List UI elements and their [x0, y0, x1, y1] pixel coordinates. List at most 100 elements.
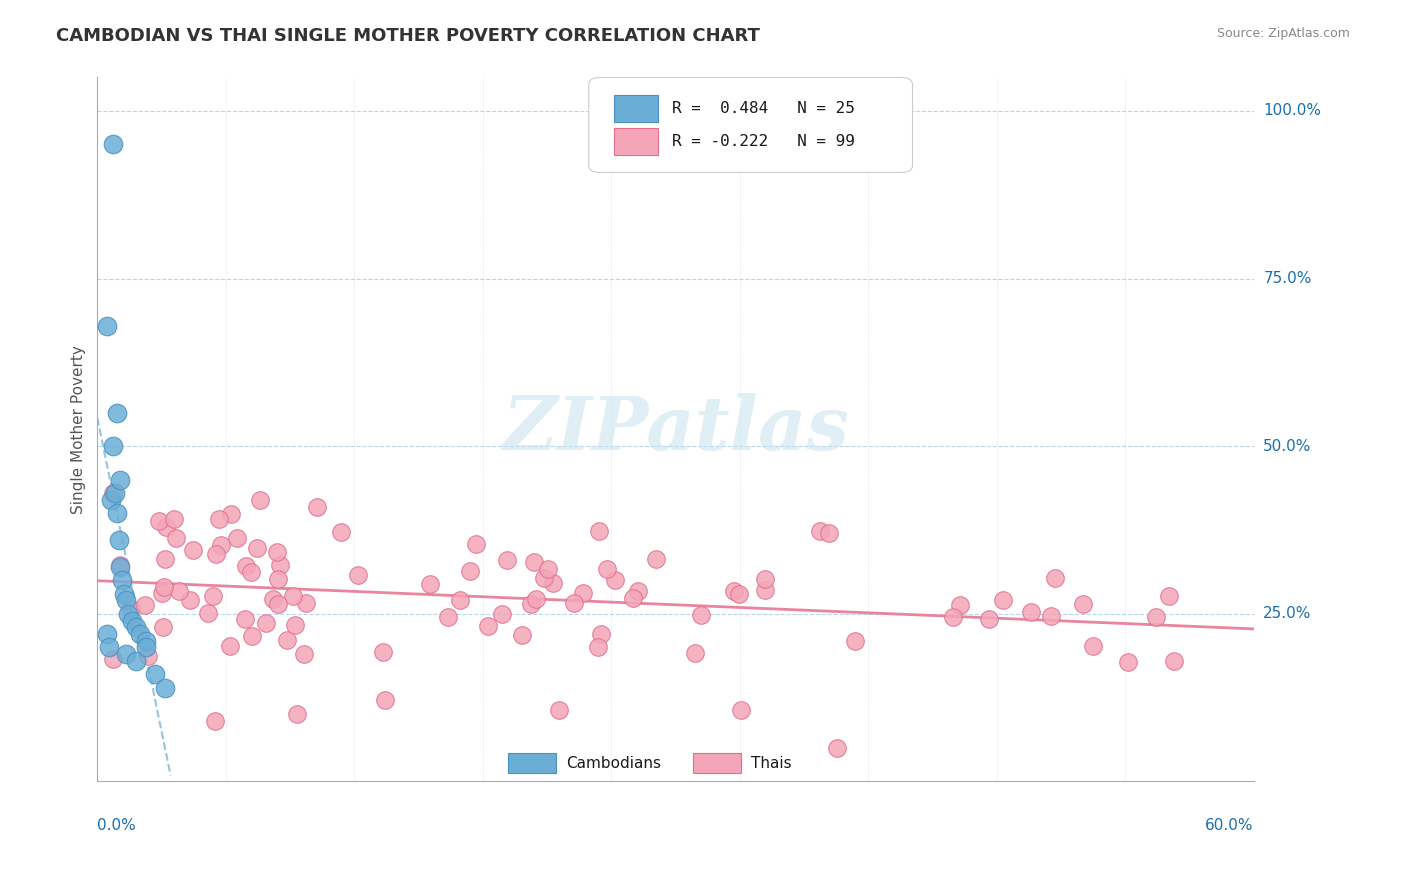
Point	[536, 562, 558, 576]
Text: CAMBODIAN VS THAI SINGLE MOTHER POVERTY CORRELATION CHART: CAMBODIAN VS THAI SINGLE MOTHER POVERTY …	[56, 27, 761, 45]
Text: 75.0%: 75.0%	[1263, 271, 1312, 286]
Point	[197, 606, 219, 620]
Point	[1071, 597, 1094, 611]
Point	[562, 596, 585, 610]
Point	[104, 486, 127, 500]
Point	[121, 614, 143, 628]
Point	[110, 473, 132, 487]
Point	[1043, 571, 1066, 585]
Point	[110, 560, 132, 574]
Point	[143, 667, 166, 681]
Point	[120, 602, 142, 616]
Point	[645, 552, 668, 566]
Text: R = -0.222   N = 99: R = -0.222 N = 99	[672, 134, 855, 149]
Text: 100.0%: 100.0%	[1263, 103, 1322, 119]
Point	[233, 612, 256, 626]
Point	[621, 591, 644, 606]
Point	[588, 640, 610, 654]
Point	[541, 576, 564, 591]
Point	[112, 587, 135, 601]
Point	[993, 592, 1015, 607]
Point	[603, 573, 626, 587]
Point	[548, 703, 571, 717]
Point	[588, 524, 610, 539]
Point	[269, 558, 291, 573]
Text: Source: ZipAtlas.com: Source: ZipAtlas.com	[1216, 27, 1350, 40]
Point	[148, 514, 170, 528]
Point	[108, 558, 131, 573]
Point	[201, 589, 224, 603]
FancyBboxPatch shape	[589, 78, 912, 172]
Point	[524, 591, 547, 606]
Point	[266, 545, 288, 559]
Point	[219, 507, 242, 521]
Point	[163, 512, 186, 526]
Point	[523, 555, 546, 569]
Point	[96, 627, 118, 641]
Point	[218, 639, 240, 653]
Point	[153, 552, 176, 566]
Point	[96, 318, 118, 333]
FancyBboxPatch shape	[508, 753, 557, 773]
Point	[138, 649, 160, 664]
Point	[105, 506, 128, 520]
Point	[727, 586, 749, 600]
Point	[808, 524, 831, 538]
Point	[374, 693, 396, 707]
Text: 25.0%: 25.0%	[1263, 607, 1312, 622]
Text: Thais: Thais	[751, 756, 792, 771]
Point	[723, 583, 745, 598]
Point	[267, 572, 290, 586]
Point	[97, 640, 120, 655]
Point	[591, 627, 613, 641]
Point	[495, 553, 517, 567]
Point	[825, 740, 848, 755]
Point	[754, 582, 776, 597]
Point	[460, 564, 482, 578]
Text: 50.0%: 50.0%	[1263, 439, 1312, 454]
Point	[690, 607, 713, 622]
FancyBboxPatch shape	[614, 95, 658, 122]
Point	[111, 574, 134, 588]
Point	[307, 500, 329, 514]
Point	[125, 620, 148, 634]
Point	[627, 584, 650, 599]
Point	[101, 137, 124, 152]
Point	[285, 707, 308, 722]
Point	[949, 599, 972, 613]
Point	[103, 486, 125, 500]
Point	[150, 585, 173, 599]
Point	[977, 612, 1000, 626]
Point	[419, 577, 441, 591]
Point	[477, 619, 499, 633]
Point	[1081, 639, 1104, 653]
Point	[152, 620, 174, 634]
Point	[125, 654, 148, 668]
Point	[153, 580, 176, 594]
FancyBboxPatch shape	[614, 128, 658, 155]
Point	[730, 703, 752, 717]
Point	[346, 567, 368, 582]
Point	[179, 593, 201, 607]
Point	[510, 628, 533, 642]
Point	[101, 439, 124, 453]
Point	[572, 586, 595, 600]
Point	[1163, 653, 1185, 667]
Point	[204, 714, 226, 728]
Point	[134, 598, 156, 612]
Text: Cambodians: Cambodians	[565, 756, 661, 771]
Y-axis label: Single Mother Poverty: Single Mother Poverty	[72, 345, 86, 514]
Point	[294, 596, 316, 610]
Point	[225, 531, 247, 545]
Point	[246, 541, 269, 555]
Text: 60.0%: 60.0%	[1205, 818, 1254, 833]
Point	[208, 512, 231, 526]
Text: R =  0.484   N = 25: R = 0.484 N = 25	[672, 101, 855, 116]
Point	[254, 616, 277, 631]
Text: 0.0%: 0.0%	[97, 818, 136, 833]
Point	[519, 597, 541, 611]
Point	[165, 531, 187, 545]
Point	[101, 652, 124, 666]
Point	[115, 593, 138, 607]
Point	[209, 538, 232, 552]
